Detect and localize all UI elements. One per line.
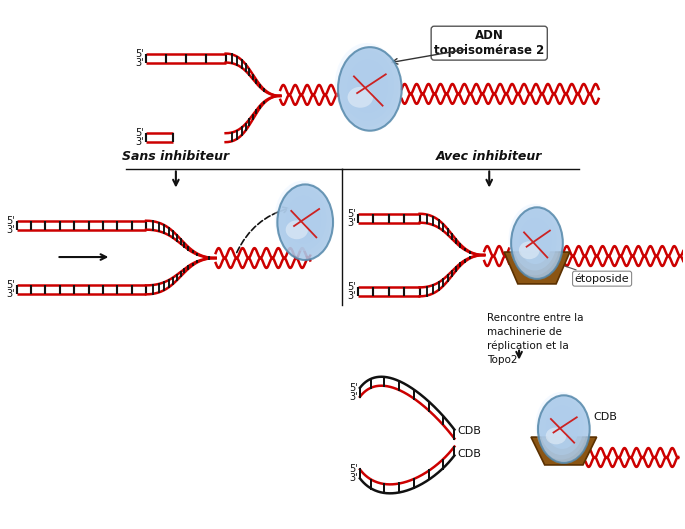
Text: étoposide: étoposide — [551, 261, 630, 284]
Ellipse shape — [275, 180, 330, 256]
Ellipse shape — [347, 59, 388, 113]
Ellipse shape — [286, 221, 308, 239]
Ellipse shape — [519, 217, 552, 264]
Text: Rencontre entre la
machinerie de
réplication et la
Topo2: Rencontre entre la machinerie de réplica… — [487, 313, 584, 366]
Ellipse shape — [508, 204, 560, 275]
Text: CDB: CDB — [458, 449, 482, 459]
Text: 3': 3' — [349, 392, 358, 402]
Ellipse shape — [335, 43, 399, 126]
Text: 3': 3' — [136, 58, 144, 68]
Text: 5': 5' — [349, 464, 358, 475]
Ellipse shape — [511, 207, 563, 279]
Text: Avec inhibiteur: Avec inhibiteur — [436, 150, 543, 162]
Text: 5': 5' — [6, 216, 15, 226]
Text: 5': 5' — [347, 282, 356, 293]
Text: 3': 3' — [347, 291, 356, 302]
Text: CDB: CDB — [458, 426, 482, 436]
Text: 5': 5' — [136, 49, 144, 59]
Text: Sans inhibiteur: Sans inhibiteur — [123, 150, 229, 162]
Text: 5': 5' — [136, 128, 144, 138]
Text: 3': 3' — [6, 289, 15, 299]
Ellipse shape — [338, 47, 401, 131]
Ellipse shape — [340, 50, 394, 121]
Text: 5': 5' — [349, 383, 358, 393]
Text: ADN
topoisomérase 2: ADN topoisomérase 2 — [434, 29, 545, 57]
Ellipse shape — [546, 427, 566, 444]
Text: CDB: CDB — [594, 412, 618, 422]
Ellipse shape — [513, 209, 557, 270]
Ellipse shape — [519, 241, 540, 259]
Polygon shape — [504, 252, 570, 284]
Ellipse shape — [285, 195, 321, 244]
Ellipse shape — [277, 185, 333, 260]
Ellipse shape — [545, 405, 579, 449]
Text: 5': 5' — [6, 280, 15, 290]
Ellipse shape — [540, 397, 584, 455]
Ellipse shape — [347, 87, 373, 108]
Text: 5': 5' — [347, 209, 356, 219]
Polygon shape — [531, 437, 597, 465]
Text: 3': 3' — [347, 218, 356, 227]
Ellipse shape — [536, 392, 587, 460]
Text: 3': 3' — [6, 225, 15, 235]
Text: 3': 3' — [349, 473, 358, 484]
Ellipse shape — [538, 395, 590, 463]
Text: 3': 3' — [136, 137, 144, 147]
Ellipse shape — [279, 187, 327, 251]
